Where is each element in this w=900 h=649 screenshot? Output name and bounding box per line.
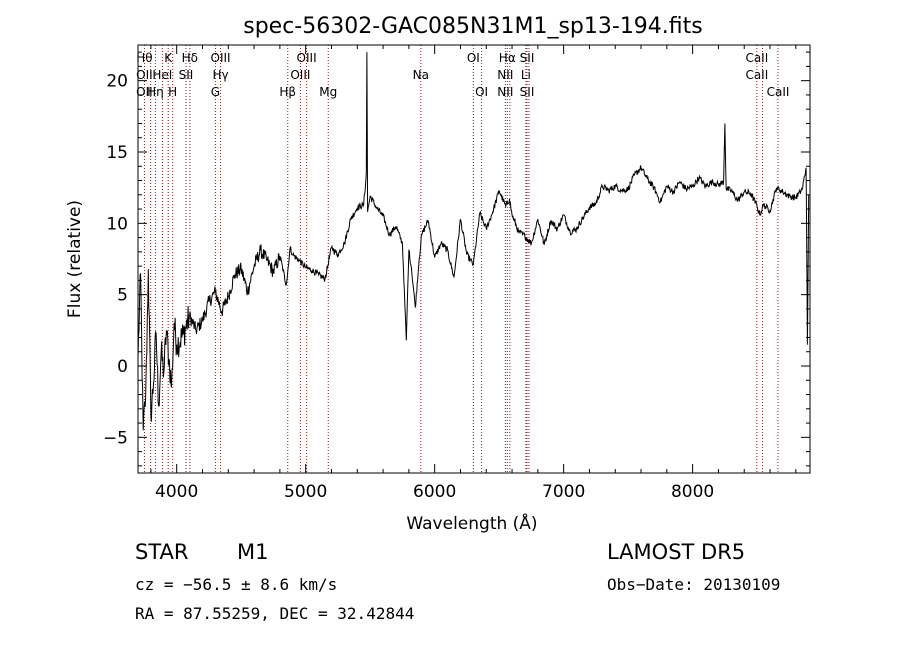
- x-tick-label: 5000: [284, 482, 327, 502]
- y-tick-label: −5: [103, 428, 128, 448]
- line-label: OIII: [290, 68, 310, 82]
- y-tick-label: 0: [117, 357, 128, 377]
- line-label: K: [164, 51, 173, 65]
- line-label: CaII: [745, 51, 768, 65]
- line-label: HeI: [152, 68, 172, 82]
- line-label: Hα: [499, 51, 516, 65]
- line-label: Mg: [319, 85, 337, 99]
- line-label: Na: [413, 68, 429, 82]
- line-label: H: [168, 85, 177, 99]
- line-label: Hγ: [212, 68, 228, 82]
- y-tick-label: 15: [106, 143, 128, 163]
- line-label: NII: [497, 85, 513, 99]
- plot-frame: [137, 44, 811, 474]
- line-label: NII: [497, 68, 513, 82]
- object-subclass: M1: [237, 540, 269, 564]
- line-label: CaII: [767, 85, 790, 99]
- line-label: OI: [467, 51, 480, 65]
- y-axis: −5 0 5 10 15 20: [103, 51, 810, 467]
- x-tick-label: 7000: [542, 482, 585, 502]
- line-label: OIII: [211, 51, 231, 65]
- emission-line-labels: HθOIIOIIHηHeIKHSIIHδGOIIIHγHβOIIIOIIIMgN…: [136, 51, 789, 99]
- object-class: STAR: [135, 540, 189, 564]
- line-label: Hη: [147, 85, 164, 99]
- x-tick-label: 6000: [413, 482, 456, 502]
- line-label: OIII: [297, 51, 317, 65]
- coordinates: RA = 87.55259, DEC = 32.42844: [135, 604, 415, 623]
- emission-line-markers: [143, 45, 779, 473]
- y-axis-label: Flux (relative): [65, 200, 85, 318]
- line-label: OII: [136, 68, 153, 82]
- x-axis-label: Wavelength (Å): [406, 512, 537, 534]
- line-label: G: [211, 85, 220, 99]
- survey-name: LAMOST DR5: [607, 540, 746, 564]
- chart-title: spec-56302-GAC085N31M1_sp13-194.fits: [243, 14, 703, 39]
- line-label: Hβ: [279, 85, 296, 99]
- x-tick-label: 4000: [155, 482, 198, 502]
- spectrum-line: [137, 52, 810, 431]
- line-label: SII: [179, 68, 194, 82]
- observation-date: Obs−Date: 20130109: [607, 575, 781, 594]
- line-label: CaII: [745, 68, 768, 82]
- line-label: OII: [136, 85, 153, 99]
- line-label: OI: [475, 85, 488, 99]
- x-tick-label: 8000: [671, 482, 714, 502]
- y-tick-label: 10: [106, 214, 128, 234]
- x-axis: 4000 5000 6000 7000 8000: [150, 45, 797, 502]
- line-label: Li: [521, 68, 531, 82]
- line-label: SII: [520, 51, 535, 65]
- line-label: SII: [520, 85, 535, 99]
- line-label: Hδ: [182, 51, 198, 65]
- y-tick-label: 20: [106, 72, 128, 92]
- redshift-velocity: cz = −56.5 ± 8.6 km/s: [135, 575, 338, 594]
- y-tick-label: 5: [117, 286, 128, 306]
- line-label: Hθ: [136, 51, 152, 65]
